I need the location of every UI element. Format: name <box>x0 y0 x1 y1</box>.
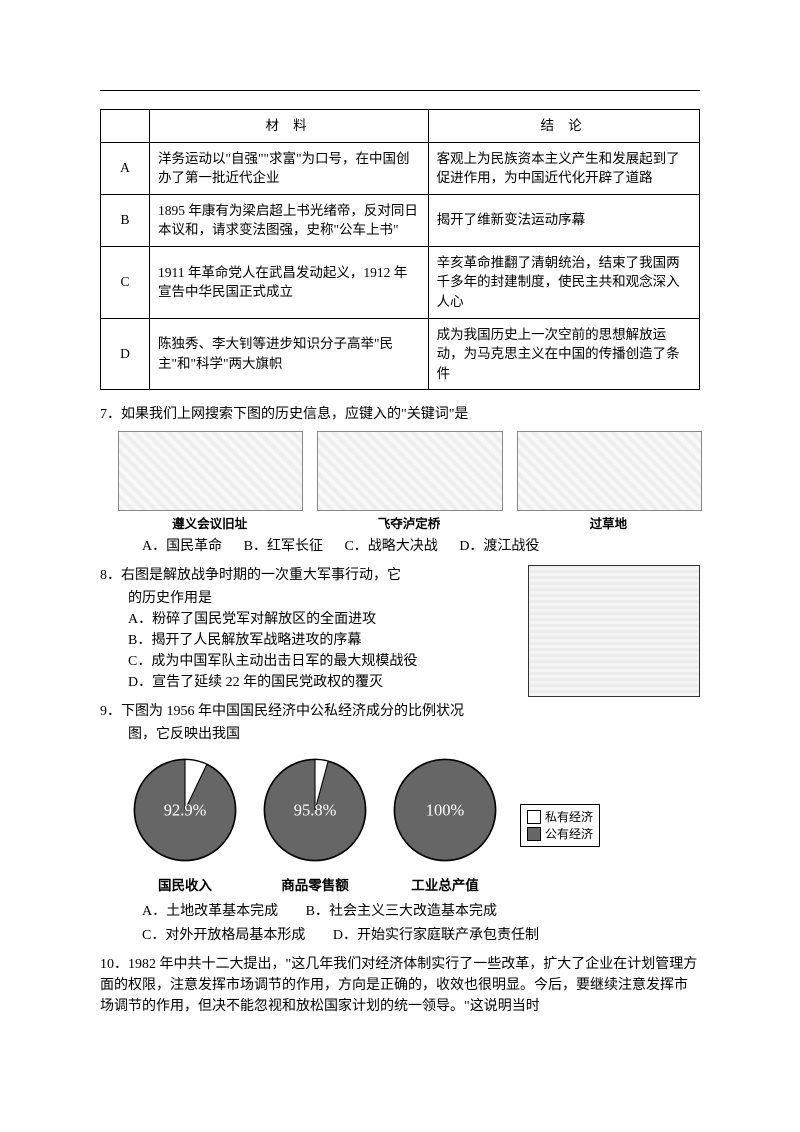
opt-a: A．土地改革基本完成 <box>142 904 278 919</box>
cell-conclusion: 揭开了维新变法运动序幕 <box>428 194 699 246</box>
opt-b: B．揭开了人民解放军战略进攻的序幕 <box>100 630 518 651</box>
materials-table: 材 料 结 论 A 洋务运动以"自强""求富"为口号，在中国创办了第一批近代企业… <box>100 109 700 390</box>
image-box: 过草地 <box>517 431 700 534</box>
pie-caption: 工业总产值 <box>390 876 500 896</box>
q9-line1: 下图为 1956 年中国国民经济中公私经济成分的比例状况 <box>121 704 464 719</box>
pie-retail: 95.8% 商品零售额 <box>260 755 370 896</box>
svg-text:100%: 100% <box>426 800 465 819</box>
opt-d: D．宣告了延续 22 年的国民党政权的覆灭 <box>100 672 518 693</box>
q8-num: 8． <box>100 568 121 583</box>
row-label: C <box>101 246 150 318</box>
cell-material: 陈独秀、李大钊等进步知识分子高举"民主"和"科学"两大旗帜 <box>150 318 429 390</box>
image-box: 飞夺泸定桥 <box>317 431 500 534</box>
q9-num: 9． <box>100 704 121 719</box>
pie-national-income: 92.9% 国民收入 <box>130 755 240 896</box>
row-label: B <box>101 194 150 246</box>
pie-legend: 私有经济 公有经济 <box>520 804 600 848</box>
question-10: 10．1982 年中共十二大提出，"这几年我们对经济体制实行了一些改革，扩大了企… <box>100 954 700 1017</box>
opt-b: B．社会主义三大改造基本完成 <box>306 904 497 919</box>
zunyi-meeting-image <box>118 431 303 511</box>
pie-charts-row: 92.9% 国民收入 95.8% 商品零售额 100% 工业总产值 私有经济 公… <box>130 755 700 896</box>
pie-caption: 商品零售额 <box>260 876 370 896</box>
q8-line1: 右图是解放战争时期的一次重大军事行动，它 <box>121 568 401 583</box>
row-label: A <box>101 142 150 194</box>
pie-chart-icon: 100% <box>390 755 500 865</box>
cell-conclusion: 辛亥革命推翻了清朝统治，结束了我国两千多年的封建制度，使民主共和观念深入人心 <box>428 246 699 318</box>
q9-options: A．土地改革基本完成 B．社会主义三大改造基本完成 C．对外开放格局基本形成 D… <box>100 900 700 948</box>
q7-options: A．国民革命 B．红军长征 C．战略大决战 D．渡江战役 <box>100 536 700 557</box>
image-caption: 过草地 <box>517 515 700 534</box>
horizontal-rule <box>100 90 700 91</box>
image-caption: 遵义会议旧址 <box>118 515 301 534</box>
legend-swatch-private <box>527 810 541 824</box>
svg-text:92.9%: 92.9% <box>164 800 207 819</box>
pie-industrial: 100% 工业总产值 <box>390 755 500 896</box>
cell-conclusion: 客观上为民族资本主义产生和发展起到了促进作用，为中国近代化开辟了道路 <box>428 142 699 194</box>
question-7: 7．如果我们上网搜索下图的历史信息，应键入的"关键词"是 <box>100 404 700 425</box>
table-row: B 1895 年康有为梁启超上书光绪帝，反对同日本议和，请求变法图强，史称"公车… <box>101 194 700 246</box>
pie-chart-icon: 95.8% <box>260 755 370 865</box>
row-label: D <box>101 318 150 390</box>
legend-public: 公有经济 <box>545 826 593 843</box>
q7-text: 如果我们上网搜索下图的历史信息，应键入的"关键词"是 <box>121 407 468 422</box>
military-map-image <box>528 565 700 697</box>
q10-num: 10． <box>100 957 128 972</box>
opt-c: C．成为中国军队主动出击日军的最大规模战役 <box>100 651 518 672</box>
cell-conclusion: 成为我国历史上一次空前的思想解放运动，为马克思主义在中国的传播创造了条件 <box>428 318 699 390</box>
opt-d: D．开始实行家庭联产承包责任制 <box>333 928 539 943</box>
table-row: D 陈独秀、李大钊等进步知识分子高举"民主"和"科学"两大旗帜 成为我国历史上一… <box>101 318 700 390</box>
question-8: 8．右图是解放战争时期的一次重大军事行动，它 的历史作用是 A．粉碎了国民党军对… <box>100 561 700 697</box>
opt-b: B．红军长征 <box>244 539 323 554</box>
cell-material: 1911 年革命党人在武昌发动起义，1912 年宣告中华民国正式成立 <box>150 246 429 318</box>
svg-text:95.8%: 95.8% <box>294 800 337 819</box>
image-caption: 飞夺泸定桥 <box>317 515 500 534</box>
q9-line2: 图，它反映出我国 <box>100 724 700 745</box>
opt-c: C．战略大决战 <box>344 539 437 554</box>
legend-swatch-public <box>527 827 541 841</box>
legend-private: 私有经济 <box>545 809 593 826</box>
q7-images: 遵义会议旧址 飞夺泸定桥 过草地 <box>118 431 700 534</box>
opt-d: D．渡江战役 <box>459 539 539 554</box>
table-corner <box>101 110 150 143</box>
q10-text: 1982 年中共十二大提出，"这几年我们对经济体制实行了一些改革，扩大了企业在计… <box>100 957 697 1014</box>
opt-c: C．对外开放格局基本形成 <box>142 928 305 943</box>
col-conclusion: 结 论 <box>428 110 699 143</box>
grasslands-image <box>517 431 702 511</box>
luding-bridge-image <box>317 431 502 511</box>
table-row: C 1911 年革命党人在武昌发动起义，1912 年宣告中华民国正式成立 辛亥革… <box>101 246 700 318</box>
question-9: 9．下图为 1956 年中国国民经济中公私经济成分的比例状况 <box>100 701 700 722</box>
table-row: A 洋务运动以"自强""求富"为口号，在中国创办了第一批近代企业 客观上为民族资… <box>101 142 700 194</box>
q8-line2: 的历史作用是 <box>100 588 518 609</box>
image-box: 遵义会议旧址 <box>118 431 301 534</box>
pie-chart-icon: 92.9% <box>130 755 240 865</box>
opt-a: A．国民革命 <box>142 539 222 554</box>
cell-material: 1895 年康有为梁启超上书光绪帝，反对同日本议和，请求变法图强，史称"公车上书… <box>150 194 429 246</box>
q7-num: 7． <box>100 407 121 422</box>
pie-caption: 国民收入 <box>130 876 240 896</box>
cell-material: 洋务运动以"自强""求富"为口号，在中国创办了第一批近代企业 <box>150 142 429 194</box>
col-material: 材 料 <box>150 110 429 143</box>
opt-a: A．粉碎了国民党军对解放区的全面进攻 <box>100 609 518 630</box>
